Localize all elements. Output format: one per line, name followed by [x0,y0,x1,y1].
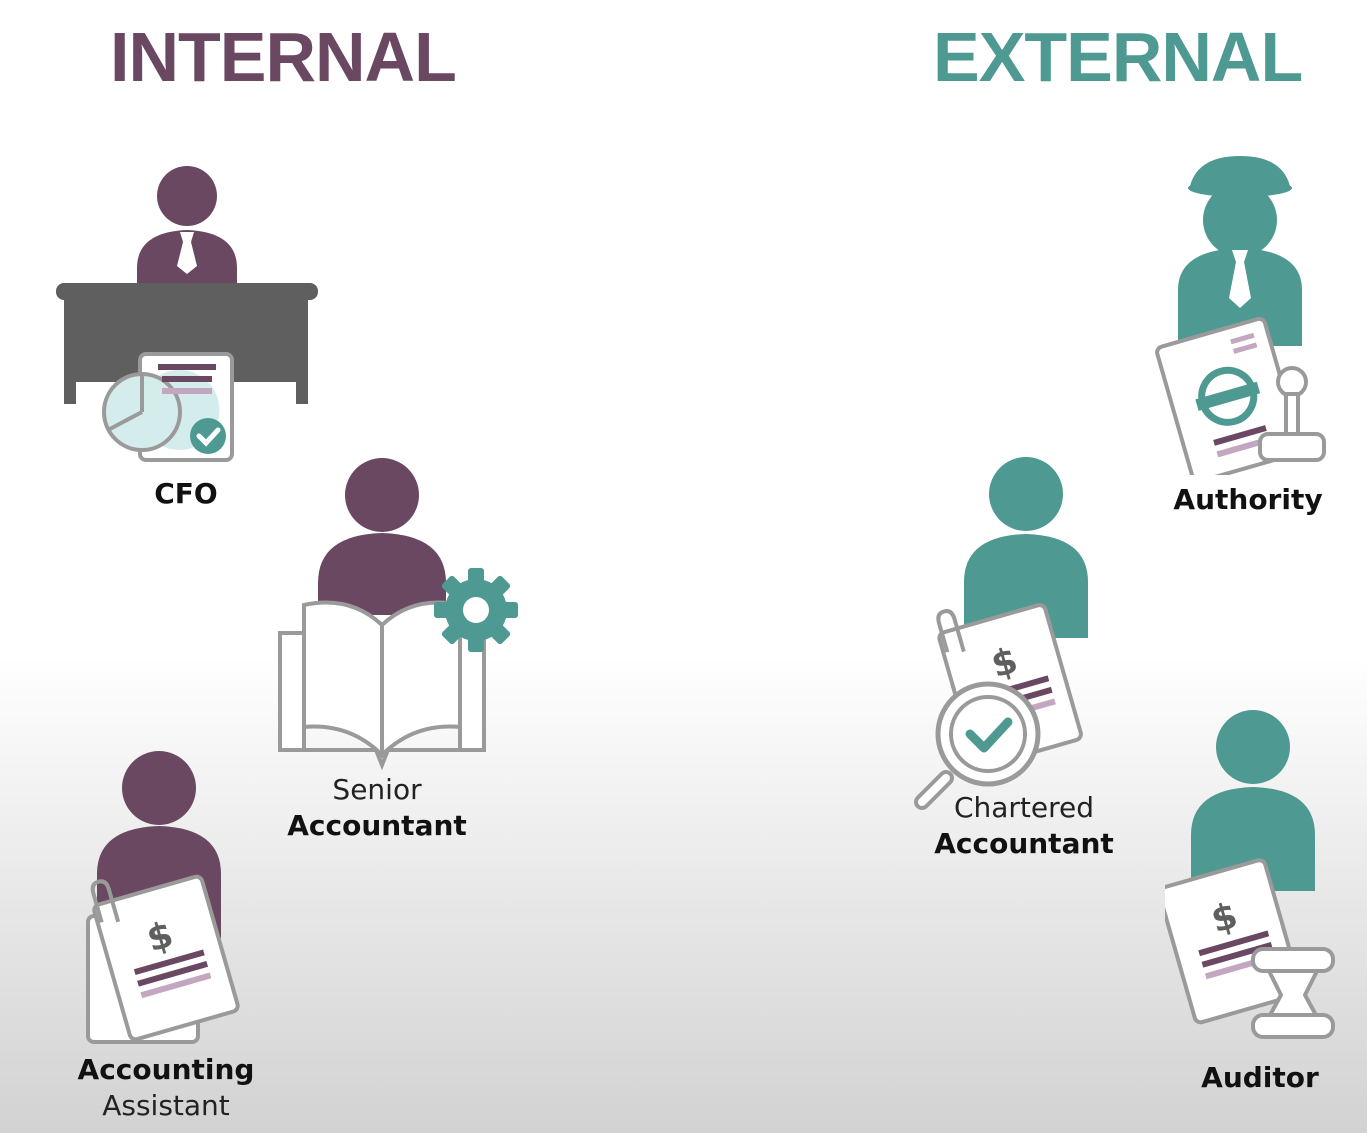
external-heading: EXTERNAL [933,18,1303,96]
authority-icon [1155,156,1326,475]
cfo-label: CFO [154,476,217,512]
chartered-accountant-icon: $ [914,457,1088,810]
senior-accountant-label: Senior Accountant [287,772,467,844]
authority-label-text: Authority [1173,483,1323,516]
cfo-icon [56,166,318,462]
auditor-icon: $ [1165,710,1335,1039]
senior-accountant-icon [278,458,518,771]
senior-accountant-label-line2: Accountant [287,809,467,842]
chartered-accountant-label: Chartered Accountant [934,790,1114,862]
chartered-accountant-label-line2: Accountant [934,827,1114,860]
accounting-assistant-label-line2: Assistant [102,1089,230,1122]
senior-accountant-label-line1: Senior [332,773,422,806]
chartered-accountant-label-line1: Chartered [953,791,1095,824]
accounting-assistant-icon: $ [86,751,240,1044]
internal-heading: INTERNAL [110,18,457,96]
cfo-label-text: CFO [154,477,218,510]
auditor-label-text: Auditor [1201,1061,1319,1094]
accounting-assistant-label: Accounting Assistant [78,1052,255,1124]
accounting-assistant-label-line1: Accounting [77,1053,255,1086]
authority-label: Authority [1173,482,1322,518]
auditor-label: Auditor [1201,1060,1319,1096]
